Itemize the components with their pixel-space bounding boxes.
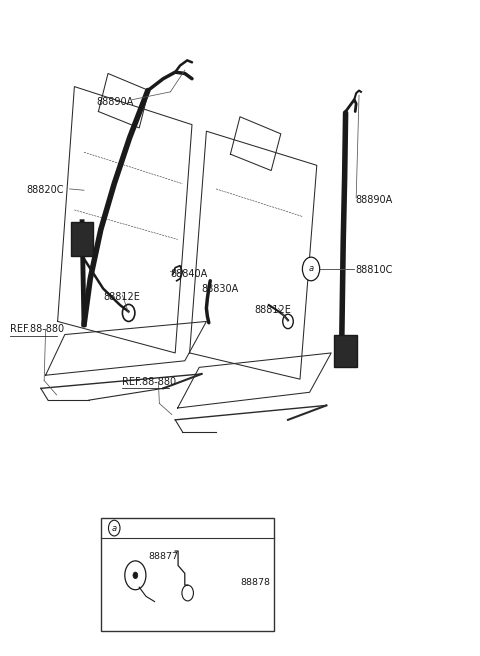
Text: 88840A: 88840A	[170, 269, 208, 279]
Text: a: a	[309, 264, 313, 274]
Text: 88820C: 88820C	[26, 185, 64, 195]
Text: 88890A: 88890A	[355, 195, 393, 205]
Circle shape	[302, 257, 320, 281]
Bar	[101, 518, 274, 631]
Bar	[334, 335, 357, 367]
Text: 88878: 88878	[240, 578, 270, 587]
Text: 88877: 88877	[149, 552, 179, 561]
Text: 88890A: 88890A	[96, 96, 133, 107]
Circle shape	[108, 520, 120, 536]
Text: 88812E: 88812E	[254, 304, 291, 315]
Bar	[71, 222, 93, 256]
Text: 88812E: 88812E	[103, 291, 140, 302]
Circle shape	[133, 572, 138, 579]
Text: REF.88-880: REF.88-880	[122, 377, 177, 387]
Text: 88830A: 88830A	[202, 283, 239, 294]
Text: a: a	[112, 523, 117, 533]
Text: REF.88-880: REF.88-880	[10, 324, 64, 335]
Text: 88810C: 88810C	[355, 265, 393, 276]
